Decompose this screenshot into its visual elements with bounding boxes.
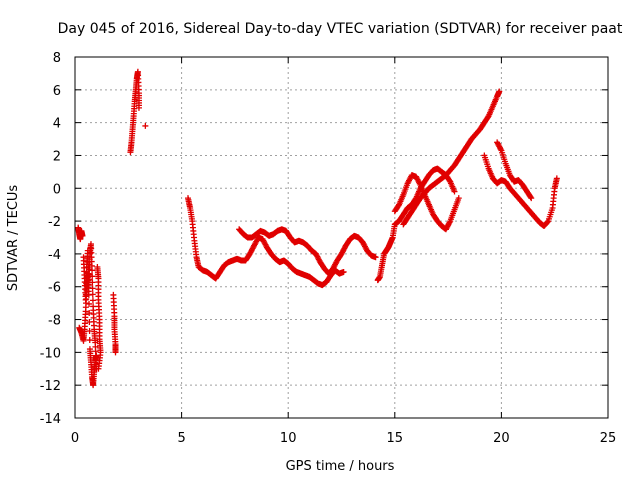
y-axis-label: SDTVAR / TECUs: [6, 185, 21, 292]
data-point: [455, 195, 462, 202]
data-point: [451, 188, 458, 195]
data-point: [89, 273, 96, 280]
data-point: [496, 88, 503, 95]
y-tick-label: -6: [48, 281, 61, 296]
data-point: [527, 194, 534, 201]
y-tick-label: 0: [53, 182, 61, 197]
y-tick-label: 8: [53, 51, 61, 66]
data-point: [85, 282, 92, 289]
x-tick-label: 25: [600, 431, 617, 446]
data-point: [79, 232, 86, 239]
y-tick-label: -8: [48, 314, 61, 329]
data-point: [82, 291, 89, 298]
data-point: [86, 276, 93, 283]
data-point: [89, 279, 96, 286]
data-point: [86, 309, 93, 316]
data-point: [340, 268, 347, 275]
x-tick-label: 15: [387, 431, 404, 446]
y-tick-label: -12: [40, 379, 61, 394]
data-point: [372, 254, 379, 261]
chart-title: Day 045 of 2016, Sidereal Day-to-day VTE…: [58, 21, 623, 37]
data-point: [135, 104, 142, 111]
data-point: [544, 218, 551, 225]
data-point: [85, 270, 92, 277]
data-point: [82, 296, 89, 303]
y-tick-label: 4: [53, 117, 61, 132]
data-point: [95, 365, 102, 372]
y-tick-label: -2: [48, 215, 61, 230]
data-point: [553, 175, 560, 182]
x-axis-label: GPS time / hours: [286, 459, 395, 474]
data-point: [89, 291, 96, 298]
data-point: [86, 337, 93, 344]
grid-layer: [75, 57, 608, 418]
data-point: [86, 266, 93, 273]
data-point: [86, 271, 93, 278]
y-tick-label: -14: [40, 412, 61, 427]
x-tick-label: 5: [177, 431, 185, 446]
x-tick-label: 20: [493, 431, 510, 446]
y-tick-label: 6: [53, 84, 61, 99]
data-point: [112, 349, 119, 356]
data-points: [75, 68, 560, 389]
data-point: [86, 300, 93, 307]
y-tick-label: -4: [48, 248, 61, 263]
data-point: [89, 297, 96, 304]
x-tick-label: 10: [280, 431, 297, 446]
y-tick-label: 2: [53, 149, 61, 164]
data-point: [142, 122, 149, 129]
data-point: [83, 285, 90, 292]
data-point: [89, 285, 96, 292]
plot-frame: [74, 56, 609, 419]
x-tick-label: 0: [71, 431, 79, 446]
axes: 0 5 10 15 20 25 -14 -12 -10 -8 -6 -4 -2 0 2 4 6 8: [40, 51, 617, 446]
y-tick-label: -10: [40, 346, 61, 361]
data-point: [528, 195, 535, 202]
data-point: [89, 267, 96, 274]
